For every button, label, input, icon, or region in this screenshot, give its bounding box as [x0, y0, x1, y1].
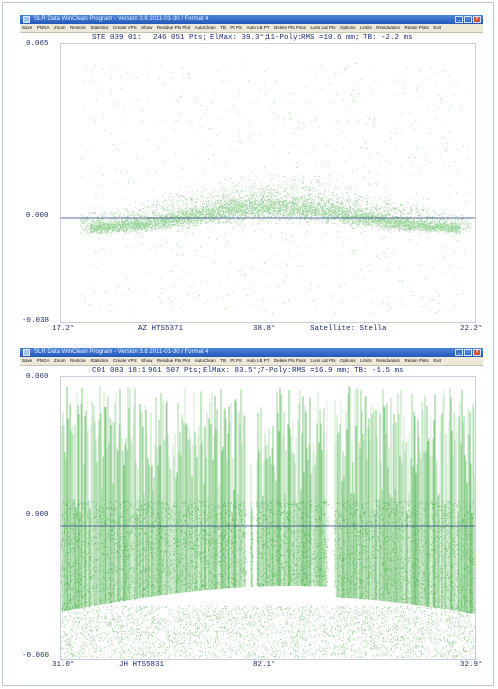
- menu-item[interactable]: Exit: [433, 25, 441, 30]
- menu-item[interactable]: Residue Pts Plot: [156, 358, 191, 363]
- pass-id: STE 039 01:: [92, 34, 142, 42]
- app-icon: [23, 16, 30, 23]
- menu-item[interactable]: PNGA: [36, 25, 50, 30]
- residual-points: [60, 500, 476, 659]
- menu-item[interactable]: Create VPS: [112, 358, 137, 363]
- window-title: SLR Data WinClean Program - Version 3.8 …: [34, 349, 209, 355]
- menu-item[interactable]: Restore: [70, 358, 86, 363]
- menu-item[interactable]: Pt PS: [230, 358, 242, 363]
- menu-item[interactable]: Residue Pts Plot: [156, 25, 191, 30]
- window-controls: _ □ ×: [454, 16, 481, 23]
- menu-item[interactable]: Statistics: [90, 25, 109, 30]
- menu-item[interactable]: Show: [141, 358, 153, 363]
- pass-info-line: C01 083 18:1 961 507 Pts; ElMax: 83.5°; …: [20, 366, 483, 376]
- menu-item[interactable]: AutoClean: [194, 358, 216, 363]
- winclean-window-1: SLR Data WinClean Program - Version 3.8 …: [20, 15, 483, 337]
- menu-item[interactable]: Exit: [433, 358, 441, 363]
- plot-border: [60, 43, 476, 323]
- menu-item[interactable]: Lons Lat Pts: [310, 25, 336, 30]
- menu-item[interactable]: Save: [22, 358, 33, 363]
- menu-item[interactable]: Limits: [360, 25, 372, 30]
- menu-item[interactable]: Retain Plots: [404, 25, 429, 30]
- maximize-icon[interactable]: □: [464, 16, 472, 23]
- y-axis-top-label: 0.060: [26, 373, 49, 381]
- plot-border: [60, 376, 476, 660]
- time-bias: TB: -2.2 ms: [363, 34, 413, 42]
- menu-item[interactable]: Residuation: [376, 25, 401, 30]
- menu-item[interactable]: PNGA: [36, 358, 50, 363]
- menu-item[interactable]: Limits: [360, 358, 372, 363]
- menu-item[interactable]: TB: [220, 25, 226, 30]
- close-icon[interactable]: ×: [473, 16, 481, 23]
- menu-item[interactable]: Save: [22, 25, 33, 30]
- menu-item[interactable]: Auto LB PT: [246, 358, 270, 363]
- residual-scatter-plot[interactable]: [60, 376, 476, 660]
- menu-item[interactable]: Options: [340, 358, 356, 363]
- winclean-window-2: SLR Data WinClean Program - Version 3.8 …: [20, 348, 483, 679]
- menu-item[interactable]: Residuation: [376, 358, 401, 363]
- window-title: SLR Data WinClean Program - Version 3.8 …: [34, 16, 209, 22]
- point-count: 246 051 Pts;: [153, 34, 208, 42]
- menu-item[interactable]: Pt PS: [230, 25, 242, 30]
- y-axis-top-label: 0.065: [26, 40, 49, 48]
- poly-order: 7-Poly:: [260, 367, 292, 375]
- x-axis-right-label: 22.2°: [460, 325, 483, 333]
- maximize-icon[interactable]: □: [464, 349, 472, 356]
- elevation-max: ElMax: 39.3°;: [210, 34, 269, 42]
- satellite-label: Satellite: Stella: [310, 325, 387, 333]
- pass-id: C01 083 18:1: [92, 367, 147, 375]
- menu-item[interactable]: Create VPS: [112, 25, 137, 30]
- x-axis-right-label: 32.9°: [460, 661, 483, 669]
- app-icon: [23, 349, 30, 356]
- scatter-canvas: [60, 43, 476, 323]
- menu-item[interactable]: Auto LB PT: [246, 25, 270, 30]
- menu-item[interactable]: Show: [141, 25, 153, 30]
- minimize-icon[interactable]: _: [455, 16, 463, 23]
- menu-bar: Save PNGA Zoom Restore Statistics Create VPS S…: [20, 24, 483, 33]
- pass-info-line: STE 039 01: 246 051 Pts; ElMax: 39.3°; 1…: [20, 33, 483, 43]
- point-count: 961 507 Pts;: [148, 367, 203, 375]
- close-icon[interactable]: ×: [473, 349, 481, 356]
- window-controls: _ □ ×: [454, 349, 481, 356]
- y-axis-zero-label: 0.000: [26, 212, 49, 220]
- title-bar: SLR Data WinClean Program - Version 3.8 …: [20, 15, 483, 24]
- x-axis-left-label: 31.0°: [52, 661, 75, 669]
- menu-item[interactable]: TB: [220, 358, 226, 363]
- minimize-icon[interactable]: _: [455, 349, 463, 356]
- x-axis-mid-label: 82.1°: [253, 661, 276, 669]
- menu-item[interactable]: Lons Lat Pts: [310, 358, 336, 363]
- station-label: JH HTS5831: [119, 661, 165, 669]
- y-axis-zero-label: 0.000: [26, 511, 49, 519]
- station-label: AZ HTS5371: [138, 325, 184, 333]
- menu-bar: Save PNGA Zoom Restore Statistics Create VPS S…: [20, 357, 483, 366]
- y-axis-bottom-label: -0.038: [22, 317, 50, 325]
- x-axis-left-label: 17.2°: [52, 325, 75, 333]
- time-bias: TB: -1.5 ms: [354, 367, 404, 375]
- title-bar: SLR Data WinClean Program - Version 3.8 …: [20, 348, 483, 357]
- rms-value: RMS =10.6 mm;: [301, 34, 360, 42]
- menu-item[interactable]: Options: [340, 25, 356, 30]
- menu-item[interactable]: Zoom: [54, 25, 66, 30]
- menu-item[interactable]: Retain Plots: [404, 358, 429, 363]
- poly-order: 11-Poly:: [266, 34, 303, 42]
- rms-value: RMS =16.9 mm;: [292, 367, 351, 375]
- menu-item[interactable]: Zoom: [54, 358, 66, 363]
- menu-item[interactable]: Delete Pts Pass: [273, 25, 306, 30]
- scatter-canvas: [60, 376, 476, 660]
- elevation-max: ElMax: 83.5°;: [203, 367, 262, 375]
- menu-item[interactable]: Statistics: [90, 358, 109, 363]
- menu-item[interactable]: Restore: [70, 25, 86, 30]
- x-axis-mid-label: 38.8°: [253, 325, 276, 333]
- residual-scatter-plot[interactable]: [60, 43, 476, 323]
- menu-item[interactable]: AutoClean: [194, 25, 216, 30]
- residual-points: [80, 62, 471, 314]
- menu-item[interactable]: Delete Pts Pass: [273, 358, 306, 363]
- y-axis-bottom-label: -0.060: [22, 652, 50, 660]
